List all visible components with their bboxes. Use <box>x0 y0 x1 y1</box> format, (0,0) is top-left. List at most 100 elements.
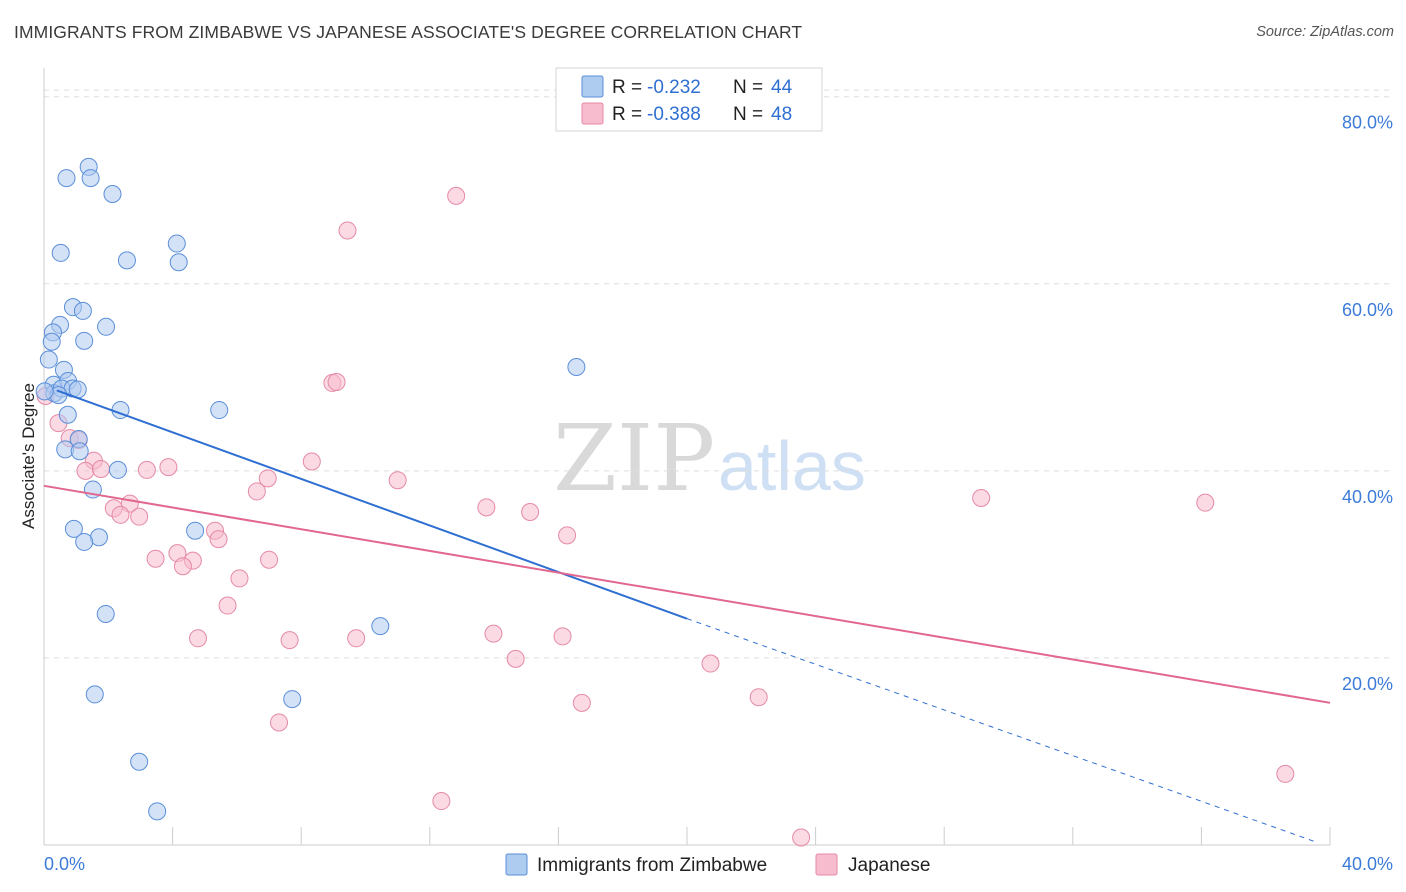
japanese-point <box>280 631 299 650</box>
japanese-point <box>572 693 591 712</box>
y-axis-label: Associate's Degree <box>19 383 38 529</box>
japanese-point <box>388 471 407 490</box>
x-axis-ticks <box>43 827 1331 845</box>
japanese-point <box>173 557 192 576</box>
japanese-point <box>701 654 720 673</box>
zimbabwe-point <box>35 382 54 401</box>
zimbabwe-point <box>210 401 229 420</box>
y-tick-label: 40.0% <box>1342 487 1393 507</box>
y-tick-label: 80.0% <box>1342 113 1393 133</box>
trend-lines <box>43 389 1331 842</box>
legend-r-value: -0.232 <box>647 77 701 98</box>
zimbabwe-point <box>39 350 58 369</box>
legend-n-value: 44 <box>771 77 793 98</box>
japanese-point <box>130 507 149 526</box>
japanese-point <box>188 629 207 648</box>
japanese-point <box>447 186 466 205</box>
series-legend-swatch-japanese <box>815 853 838 876</box>
zimbabwe-point <box>70 442 89 461</box>
zimbabwe-point <box>371 617 390 636</box>
zimbabwe-point <box>108 460 127 479</box>
watermark-atlas: atlas <box>718 427 866 505</box>
legend-n-label: N = <box>733 104 763 125</box>
japanese-point <box>553 627 572 646</box>
series-legend-swatch-zimbabwe <box>505 853 528 876</box>
zimbabwe-point <box>167 234 186 253</box>
japanese-point <box>260 550 279 569</box>
zimbabwe-point <box>169 253 188 272</box>
zimbabwe-point <box>51 243 70 262</box>
y-tick-label: 60.0% <box>1342 300 1393 320</box>
legend-n-label: N = <box>733 77 763 98</box>
zimbabwe-point <box>42 332 61 351</box>
japanese-point <box>749 688 768 707</box>
japanese-points <box>36 186 1295 847</box>
zimbabwe-trend-extension <box>686 618 1315 842</box>
zimbabwe-point <box>64 519 83 538</box>
legend-swatch-zimbabwe <box>581 75 604 98</box>
watermark-zip: ZIP <box>553 405 715 512</box>
watermark: ZIP atlas <box>553 405 866 512</box>
zimbabwe-point <box>73 301 92 320</box>
legend-r-label: R = <box>612 104 642 125</box>
japanese-point <box>327 372 346 391</box>
legend-swatch-japanese <box>581 102 604 125</box>
zimbabwe-point <box>58 405 77 424</box>
japanese-point <box>209 530 228 549</box>
legend-r-label: R = <box>612 77 642 98</box>
zimbabwe-trend-line <box>56 389 688 620</box>
zimbabwe-point <box>97 317 116 336</box>
zimbabwe-point <box>186 521 205 540</box>
japanese-point <box>558 526 577 545</box>
zimbabwe-point <box>567 358 586 377</box>
source-credit: Source: ZipAtlas.com <box>1256 24 1394 40</box>
y-axis-tick-labels: 20.0% 40.0% 60.0% 80.0% <box>1342 113 1393 694</box>
legend-r-value: -0.388 <box>647 104 701 125</box>
japanese-point <box>432 792 451 811</box>
x-tick-label-max: 40.0% <box>1342 854 1393 874</box>
japanese-point <box>972 488 991 507</box>
series-legend: Immigrants from Zimbabwe Japanese <box>505 853 930 876</box>
zimbabwe-point <box>283 690 302 709</box>
japanese-point <box>521 503 540 522</box>
japanese-point <box>484 624 503 643</box>
japanese-point <box>146 549 165 568</box>
correlation-legend: R = -0.232 N = 44 R = -0.388 N = 48 <box>555 67 823 132</box>
japanese-point <box>1276 764 1295 783</box>
japanese-point <box>347 629 366 648</box>
zimbabwe-point <box>117 251 136 270</box>
series-legend-label-japanese: Japanese <box>848 855 930 876</box>
zimbabwe-points <box>35 157 586 821</box>
chart-title: IMMIGRANTS FROM ZIMBABWE VS JAPANESE ASS… <box>14 22 803 42</box>
x-tick-label-min: 0.0% <box>44 854 85 874</box>
zimbabwe-point <box>75 532 94 551</box>
japanese-trend-line <box>43 484 1331 704</box>
japanese-point <box>159 458 178 477</box>
legend-n-value: 48 <box>771 104 792 125</box>
japanese-point <box>258 469 277 488</box>
zimbabwe-point <box>130 752 149 771</box>
japanese-point <box>302 452 321 471</box>
zimbabwe-point <box>96 604 115 623</box>
japanese-point <box>270 713 289 732</box>
japanese-point <box>792 828 811 847</box>
zimbabwe-point <box>85 685 104 704</box>
japanese-point <box>230 569 249 588</box>
japanese-point <box>76 461 95 480</box>
y-tick-label: 20.0% <box>1342 674 1393 694</box>
zimbabwe-point <box>75 331 94 350</box>
japanese-point <box>1196 493 1215 512</box>
japanese-point <box>91 459 110 478</box>
zimbabwe-point <box>81 169 100 188</box>
japanese-point <box>338 221 357 240</box>
japanese-point <box>477 498 496 517</box>
japanese-point <box>111 505 130 524</box>
japanese-point <box>218 596 237 615</box>
zimbabwe-point <box>57 169 76 188</box>
japanese-point <box>137 460 156 479</box>
japanese-point <box>506 649 525 668</box>
zimbabwe-point <box>148 802 167 821</box>
zimbabwe-point <box>103 184 122 203</box>
